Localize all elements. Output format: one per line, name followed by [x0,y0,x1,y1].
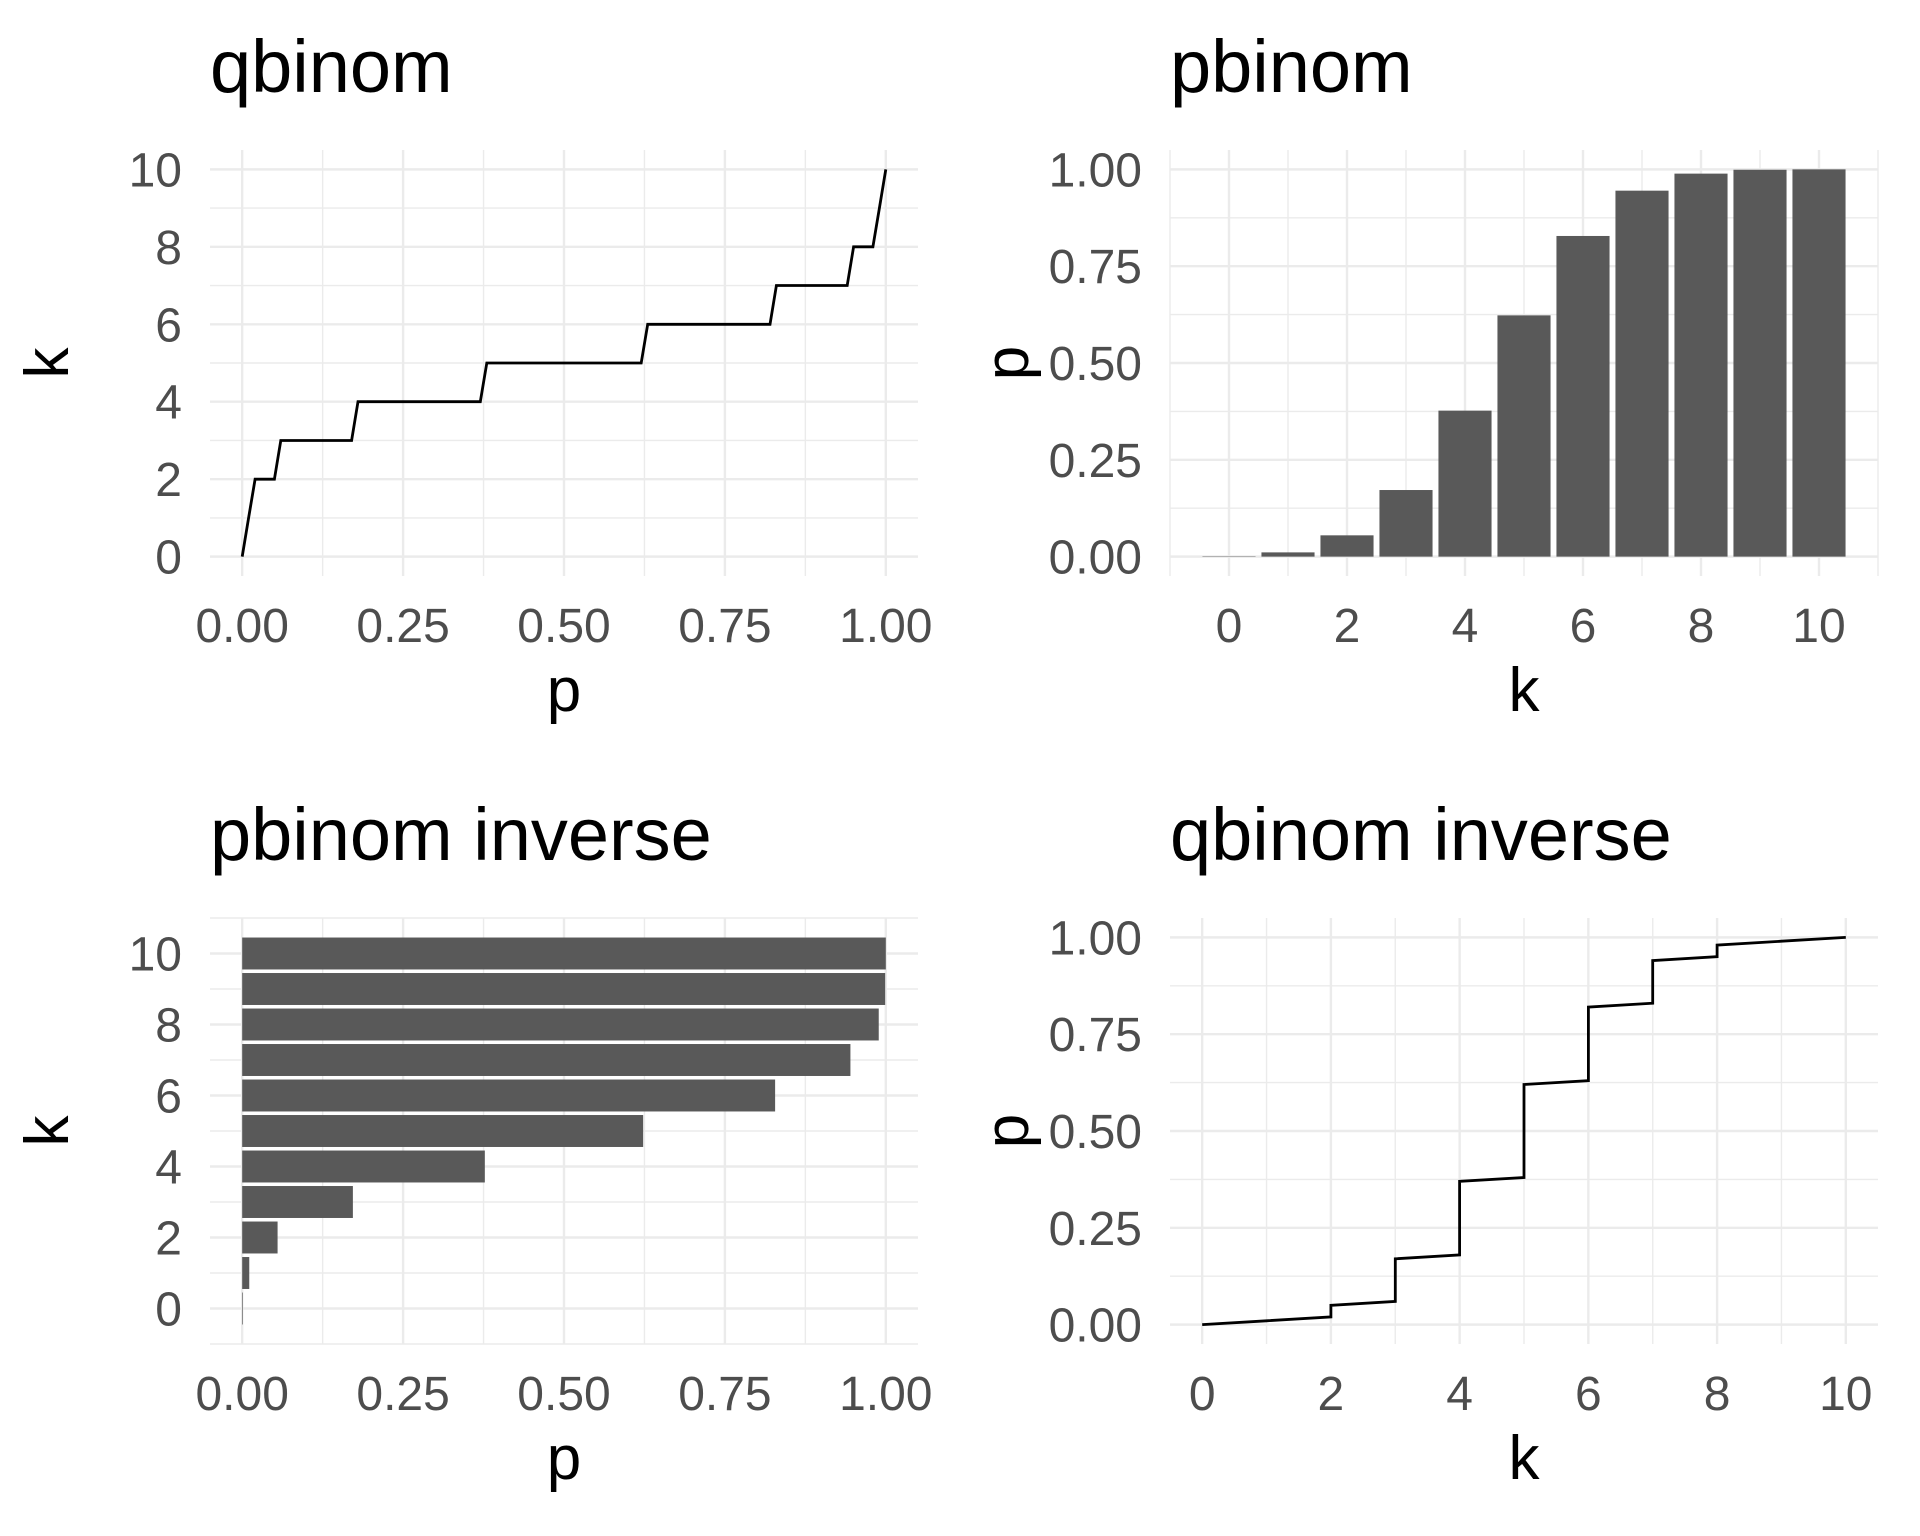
x-tick-label: 8 [1688,600,1715,653]
y-tick-label: 0.50 [1049,338,1142,391]
y-tick-label: 4 [155,377,182,430]
bar-k4 [1438,410,1492,557]
x-tick-label: 10 [1792,600,1845,653]
x-tick-label: 1.00 [839,1368,932,1421]
y-tick-label: 0.25 [1049,1203,1142,1256]
y-tick-label: 2 [155,454,182,507]
x-tick-label: 4 [1452,600,1479,653]
y-tick-label: 0.00 [1049,532,1142,585]
y-tick-label: 0.75 [1049,1009,1142,1062]
y-axis-title: p [973,1113,1042,1149]
panel-pbinom-inverse: 0.00 0.25 0.50 0.75 1.00 0 2 4 6 8 10 pbinom inver… [0,768,960,1536]
bar-k0 [242,1292,243,1325]
y-tick-label: 0.50 [1049,1106,1142,1159]
bar-k8 [1674,173,1728,557]
panel-qbinom: 0.00 0.25 0.50 0.75 1.00 0 2 4 6 8 10 qbinom k p [0,0,960,768]
x-tick-label: 0 [1189,1368,1216,1421]
bar-k6 [242,1079,776,1112]
y-tick-label: 6 [155,1071,182,1124]
y-tick-label: 8 [155,1000,182,1053]
plot-title-qbinom-inverse: qbinom inverse [1170,793,1672,876]
x-axis-title: k [1508,656,1540,725]
plot-title-qbinom: qbinom [210,25,453,108]
y-tick-label: 8 [155,222,182,275]
bar-k1 [242,1257,250,1289]
bar-k4 [242,1150,485,1183]
y-tick-label: 1.00 [1049,144,1142,197]
y-tick-label: 10 [129,144,182,197]
y-tick-label: 0 [155,532,182,585]
x-axis-title: p [546,1424,582,1493]
bar-k5 [1497,315,1551,557]
y-tick-label: 0.25 [1049,435,1142,488]
y-tick-label: 6 [155,299,182,352]
bar-k3 [1379,490,1433,557]
panel-pbinom: 0 2 4 6 8 10 0.00 0.25 0.50 0.75 1.00 pbinom p k [960,0,1920,768]
step-line [1202,936,1846,1326]
x-tick-label: 0.25 [356,600,449,653]
bar-k7 [242,1044,851,1076]
y-axis-title: p [973,345,1042,381]
y-tick-label: 0.00 [1049,1300,1142,1353]
y-tick-label: 4 [155,1142,182,1195]
bar-k9 [1733,169,1787,557]
y-axis-title: k [13,1115,82,1147]
x-tick-label: 2 [1334,600,1361,653]
x-tick-label: 0.75 [678,600,771,653]
bar-k10 [242,937,886,970]
bar-k10 [1792,169,1846,557]
bar-k7 [1615,190,1669,557]
y-tick-label: 0.75 [1049,241,1142,294]
x-tick-label: 10 [1819,1368,1872,1421]
y-axis-title: k [13,347,82,379]
plot-title-pbinom-inverse: pbinom inverse [210,793,712,876]
x-tick-label: 0.00 [195,1368,288,1421]
qbinom-plot-area: 0.00 0.25 0.50 0.75 1.00 0 2 4 6 8 10 [129,144,933,653]
step-line [240,169,888,557]
x-tick-label: 2 [1318,1368,1345,1421]
pbinom-plot-area: 0 2 4 6 8 10 0.00 0.25 0.50 0.75 1.00 [1049,144,1879,653]
plot-title-pbinom: pbinom [1170,25,1413,108]
bar-k1 [1261,552,1315,557]
bar-k9 [242,973,886,1005]
qbinom-inverse-plot-area: 0 2 4 6 8 10 0.00 0.25 0.50 0.75 1.00 [1049,912,1878,1421]
bar-k2 [242,1221,278,1254]
bar-k8 [242,1008,879,1041]
x-tick-label: 0.50 [517,1368,610,1421]
x-tick-label: 6 [1575,1368,1602,1421]
panel-qbinom-inverse: 0 2 4 6 8 10 0.00 0.25 0.50 0.75 1.00 qbinom inver… [960,768,1920,1536]
y-tick-label: 10 [129,929,182,982]
x-tick-label: 0.25 [356,1368,449,1421]
x-tick-label: 0.75 [678,1368,771,1421]
y-tick-label: 1.00 [1049,912,1142,965]
pbinom-inverse-plot-area: 0.00 0.25 0.50 0.75 1.00 0 2 4 6 8 10 [129,917,933,1421]
x-tick-label: 8 [1704,1368,1731,1421]
bar-k5 [242,1115,644,1147]
bar-k6 [1556,235,1610,557]
x-tick-label: 0.00 [195,600,288,653]
x-tick-label: 4 [1446,1368,1473,1421]
x-axis-title: k [1508,1424,1540,1493]
x-tick-label: 0.50 [517,600,610,653]
bar-k3 [242,1186,353,1218]
bar-k2 [1320,535,1374,557]
y-tick-label: 2 [155,1213,182,1266]
y-tick-label: 0 [155,1284,182,1337]
x-tick-label: 0 [1216,600,1243,653]
x-axis-title: p [546,656,582,725]
x-tick-label: 1.00 [839,600,932,653]
x-tick-label: 6 [1570,600,1597,653]
